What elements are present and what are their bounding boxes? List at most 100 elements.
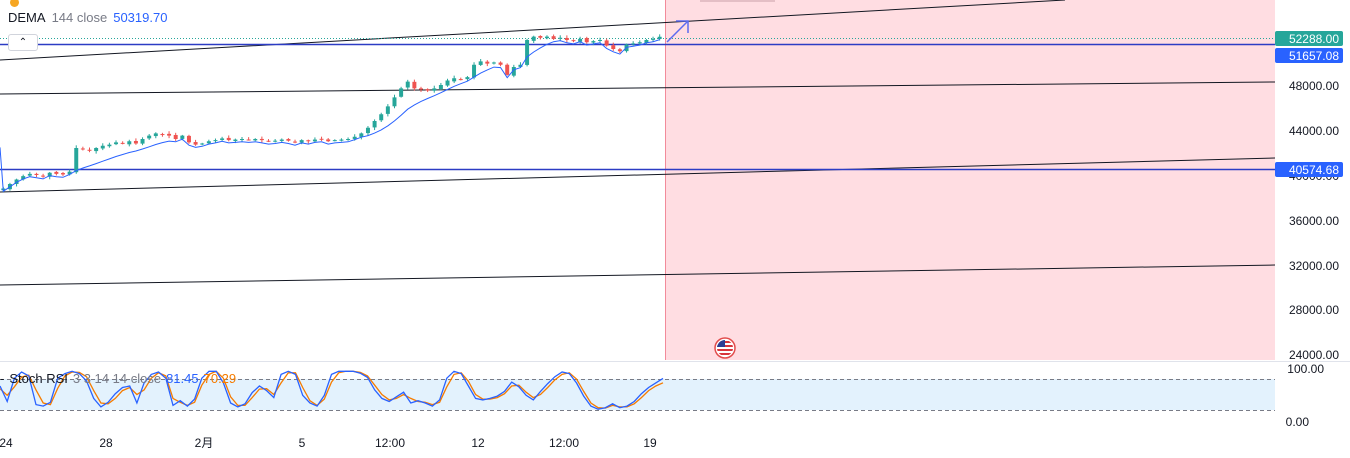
candle-body[interactable] xyxy=(140,139,145,144)
candle-body[interactable] xyxy=(286,139,291,141)
candle-body[interactable] xyxy=(399,88,404,97)
candle-body[interactable] xyxy=(226,137,231,141)
stoch-scale[interactable]: 100.00 0.00 xyxy=(1286,362,1325,429)
time-axis[interactable]: 24 28 2月 5 12:00 12 12:00 19 xyxy=(0,436,657,450)
candle-body[interactable] xyxy=(153,133,158,137)
candle-body[interactable] xyxy=(472,64,477,78)
candle-body[interactable] xyxy=(74,148,79,173)
candle-body[interactable] xyxy=(306,140,311,142)
candle-body[interactable] xyxy=(127,141,132,145)
candle-body[interactable] xyxy=(100,145,105,149)
candle-body[interactable] xyxy=(432,88,437,91)
stoch-k-line[interactable] xyxy=(0,370,664,410)
candle-body[interactable] xyxy=(167,133,172,136)
stoch-d-line[interactable] xyxy=(0,370,664,409)
trendline-upper[interactable] xyxy=(0,0,1066,61)
candle-body[interactable] xyxy=(34,173,39,175)
candle-body[interactable] xyxy=(326,139,331,142)
candle-body[interactable] xyxy=(419,88,423,90)
support-price-label[interactable]: 40574.68 xyxy=(1275,162,1343,177)
candle-body[interactable] xyxy=(584,38,589,43)
candle-body[interactable] xyxy=(405,81,410,88)
candle-body[interactable] xyxy=(498,62,503,65)
candle-body[interactable] xyxy=(200,143,205,145)
candle-body[interactable] xyxy=(246,139,251,141)
candle-body[interactable] xyxy=(617,49,622,52)
candle-body[interactable] xyxy=(598,40,603,41)
candle-body[interactable] xyxy=(518,64,523,67)
candle-body[interactable] xyxy=(657,36,662,39)
prediction-zone[interactable] xyxy=(665,0,1275,360)
candle-body[interactable] xyxy=(339,139,344,141)
candle-body[interactable] xyxy=(47,172,52,177)
candle-body[interactable] xyxy=(60,173,65,175)
candle-body[interactable] xyxy=(279,139,284,141)
candle-body[interactable] xyxy=(385,106,390,114)
arrow-up-right-icon[interactable] xyxy=(666,20,689,43)
stoch-legend[interactable]: - Stoch RSI 3 3 14 14 close 81.45 70.29 xyxy=(0,371,236,386)
candle-body[interactable] xyxy=(299,140,304,143)
candle-body[interactable] xyxy=(114,142,119,145)
candle-body[interactable] xyxy=(372,121,377,128)
candle-body[interactable] xyxy=(120,142,125,144)
candle-body[interactable] xyxy=(273,140,278,142)
candle-body[interactable] xyxy=(346,139,351,140)
candle-body[interactable] xyxy=(240,139,244,140)
candle-body[interactable] xyxy=(94,148,99,152)
trendline-lower[interactable] xyxy=(0,157,1276,193)
candle-body[interactable] xyxy=(14,179,19,184)
candle-body[interactable] xyxy=(107,144,112,147)
candle-body[interactable] xyxy=(54,171,59,174)
candle-body[interactable] xyxy=(87,149,92,151)
candle-body[interactable] xyxy=(505,64,510,75)
candle-body[interactable] xyxy=(538,35,543,38)
candle-body[interactable] xyxy=(365,127,370,134)
candle-body[interactable] xyxy=(193,142,198,145)
candle-body[interactable] xyxy=(478,61,483,65)
candle-body[interactable] xyxy=(558,37,563,39)
candle-body[interactable] xyxy=(551,36,556,39)
candle-body[interactable] xyxy=(412,81,417,89)
candle-body[interactable] xyxy=(578,38,583,42)
candle-body[interactable] xyxy=(379,114,384,121)
candle-body[interactable] xyxy=(186,135,191,143)
candle-body[interactable] xyxy=(438,85,443,89)
current-price-label[interactable]: 52288.00 xyxy=(1275,31,1343,46)
candle-body[interactable] xyxy=(253,139,258,141)
dema-line[interactable] xyxy=(0,39,660,193)
collapse-legend-button[interactable]: ⌃ xyxy=(8,34,38,51)
candle-body[interactable] xyxy=(27,173,32,176)
candle-body[interactable] xyxy=(259,138,264,141)
candle-body[interactable] xyxy=(213,140,218,142)
candle-body[interactable] xyxy=(41,175,46,177)
dema-price-label[interactable]: 51657.08 xyxy=(1275,48,1343,63)
candle-body[interactable] xyxy=(571,40,576,42)
candle-body[interactable] xyxy=(312,139,317,142)
candle-body[interactable] xyxy=(651,38,656,40)
candle-body[interactable] xyxy=(591,41,596,43)
candle-body[interactable] xyxy=(332,140,337,142)
candle-body[interactable] xyxy=(511,67,516,76)
candle-body[interactable] xyxy=(220,138,225,140)
candle-body[interactable] xyxy=(233,139,238,141)
candle-body[interactable] xyxy=(544,36,549,39)
candle-body[interactable] xyxy=(644,40,649,43)
candle-body[interactable] xyxy=(452,78,457,82)
candle-body[interactable] xyxy=(67,171,72,175)
candle-body[interactable] xyxy=(80,148,85,150)
candle-body[interactable] xyxy=(206,141,211,144)
candle-body[interactable] xyxy=(359,133,364,137)
candle-body[interactable] xyxy=(266,140,271,142)
candle-body[interactable] xyxy=(631,43,636,45)
candle-body[interactable] xyxy=(637,42,642,44)
candle-body[interactable] xyxy=(491,62,496,64)
candle-body[interactable] xyxy=(160,134,165,136)
candle-body[interactable] xyxy=(147,135,152,139)
candle-body[interactable] xyxy=(180,135,185,139)
candle-body[interactable] xyxy=(133,140,138,144)
candle-body[interactable] xyxy=(293,141,298,143)
candle-body[interactable] xyxy=(21,176,26,180)
candle-body[interactable] xyxy=(458,79,463,81)
